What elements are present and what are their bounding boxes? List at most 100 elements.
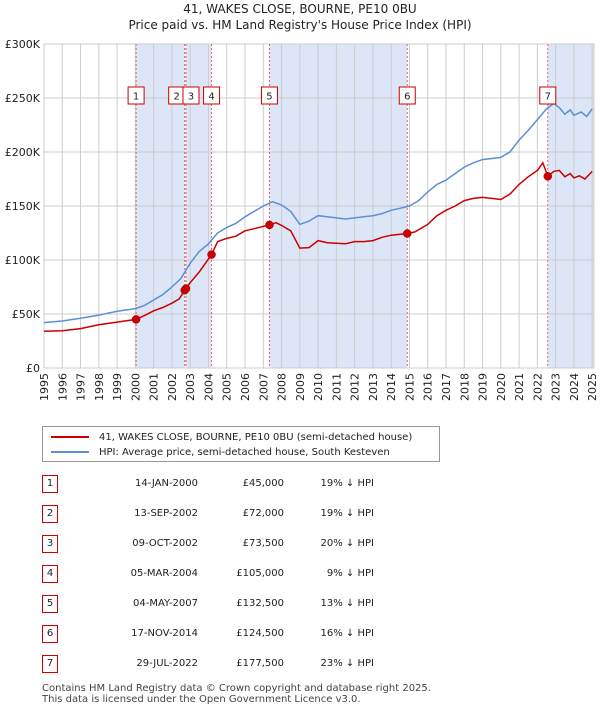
- chart-legend: 41, WAKES CLOSE, BOURNE, PE10 0BU (semi-…: [42, 426, 440, 462]
- sale-point-6: [403, 229, 412, 238]
- x-tick-label: 2019: [477, 373, 490, 401]
- sale-point-3: [181, 284, 191, 293]
- transaction-number: 4: [42, 565, 58, 583]
- marker-box-4: [203, 86, 221, 105]
- x-tick-label: 2011: [330, 373, 343, 401]
- x-tick-label: 2013: [367, 373, 380, 401]
- x-tick-label: 1997: [75, 373, 88, 401]
- x-tick-label: 2017: [440, 373, 453, 401]
- x-tick-label: 2008: [276, 373, 289, 401]
- transaction-date: 14-JAN-2000: [134, 478, 198, 489]
- x-tick-label: 2014: [385, 373, 398, 401]
- transaction-hpi-diff: 23% ↓ HPI: [320, 658, 374, 669]
- chart-title: 41, WAKES CLOSE, BOURNE, PE10 0BU: [183, 2, 417, 16]
- transaction-price: £105,000: [236, 568, 284, 579]
- transaction-date: 09-OCT-2002: [132, 538, 198, 549]
- marker-box-6: [398, 86, 416, 105]
- x-tick-label: 2000: [129, 373, 142, 401]
- transaction-hpi-diff: 20% ↓ HPI: [320, 538, 374, 549]
- marker-label-7: 7: [545, 92, 551, 103]
- sale-point-4: [207, 250, 216, 259]
- x-tick-label: 1998: [93, 373, 106, 401]
- transaction-hpi-diff: 19% ↓ HPI: [320, 508, 374, 519]
- transaction-number: 6: [42, 625, 58, 643]
- transaction-row: 7 29-JUL-2022 £177,500 23% ↓ HPI: [42, 655, 402, 675]
- x-tick-label: 2004: [202, 373, 215, 401]
- marker-label-4: 4: [208, 92, 214, 103]
- x-tick-label: 2009: [294, 373, 307, 401]
- transaction-row: 6 17-NOV-2014 £124,500 16% ↓ HPI: [42, 625, 402, 645]
- y-tick-label: £0: [26, 362, 40, 375]
- marker-box-3: [182, 86, 200, 105]
- x-tick-label: 2007: [257, 373, 270, 401]
- transaction-date: 13-SEP-2002: [134, 508, 198, 519]
- marker-box-5: [260, 86, 278, 105]
- y-tick-label: £50K: [12, 308, 41, 321]
- transaction-number: 2: [42, 505, 58, 523]
- x-tick-label: 2021: [513, 373, 526, 401]
- marker-box-1: [127, 86, 145, 105]
- transaction-hpi-diff: 19% ↓ HPI: [320, 478, 374, 489]
- x-tick-label: 2020: [495, 373, 508, 401]
- marker-label-6: 6: [404, 92, 410, 103]
- transaction-price: £132,500: [236, 598, 284, 609]
- x-tick-label: 2002: [166, 373, 179, 401]
- transaction-number: 1: [42, 475, 58, 493]
- transaction-row: 4 05-MAR-2004 £105,000 9% ↓ HPI: [42, 565, 402, 585]
- transaction-hpi-diff: 13% ↓ HPI: [320, 598, 374, 609]
- transaction-price: £73,500: [242, 538, 284, 549]
- marker-label-1: 1: [133, 92, 139, 103]
- x-tick-label: 2018: [458, 373, 471, 401]
- x-tick-label: 2012: [349, 373, 362, 401]
- hpi-line: [43, 102, 593, 324]
- transaction-date: 04-MAY-2007: [132, 598, 198, 609]
- transaction-number: 7: [42, 655, 58, 673]
- y-tick-label: £200K: [5, 146, 41, 159]
- y-tick-label: £100K: [5, 254, 41, 267]
- transaction-date: 29-JUL-2022: [136, 658, 198, 669]
- x-tick-label: 2024: [568, 373, 581, 401]
- x-tick-label: 2006: [239, 373, 252, 401]
- x-tick-label: 2003: [184, 373, 197, 401]
- marker-label-5: 5: [266, 92, 272, 103]
- footer-licence: This data is licensed under the Open Gov…: [42, 694, 361, 705]
- transaction-number: 5: [42, 595, 58, 613]
- marker-box-7: [539, 86, 557, 105]
- transaction-row: 2 13-SEP-2002 £72,000 19% ↓ HPI: [42, 505, 402, 525]
- x-tick-label: 2015: [403, 373, 416, 401]
- marker-label-3: 3: [188, 92, 194, 103]
- y-tick-label: £250K: [5, 92, 41, 105]
- footer-copyright: Contains HM Land Registry data © Crown c…: [42, 683, 431, 694]
- transaction-price: £45,000: [242, 478, 284, 489]
- transaction-hpi-diff: 9% ↓ HPI: [326, 568, 374, 579]
- transaction-row: 5 04-MAY-2007 £132,500 13% ↓ HPI: [42, 595, 402, 615]
- x-tick-label: 1995: [38, 373, 51, 401]
- transaction-price: £124,500: [236, 628, 284, 639]
- transaction-price: £177,500: [236, 658, 284, 669]
- chart-subtitle: Price paid vs. HM Land Registry's House …: [128, 18, 472, 32]
- marker-label-2: 2: [174, 92, 180, 103]
- legend-property-swatch: [51, 436, 89, 438]
- transaction-date: 17-NOV-2014: [131, 628, 198, 639]
- transaction-hpi-diff: 16% ↓ HPI: [320, 628, 374, 639]
- x-tick-label: 1996: [56, 373, 69, 401]
- legend-property-label: 41, WAKES CLOSE, BOURNE, PE10 0BU (semi-…: [99, 431, 413, 443]
- x-tick-label: 2023: [550, 373, 563, 401]
- x-tick-label: 2025: [586, 373, 599, 401]
- transaction-number: 3: [42, 535, 58, 553]
- property-price-line: [43, 161, 593, 333]
- transaction-date: 05-MAR-2004: [130, 568, 198, 579]
- transaction-row: 3 09-OCT-2002 £73,500 20% ↓ HPI: [42, 535, 402, 555]
- legend-hpi-label: HPI: Average price, semi-detached house,…: [99, 446, 390, 458]
- x-tick-label: 2005: [221, 373, 234, 401]
- x-tick-label: 2010: [312, 373, 325, 401]
- legend-hpi-swatch: [51, 451, 89, 453]
- sale-point-1: [131, 315, 141, 324]
- x-tick-label: 1999: [111, 373, 124, 401]
- transaction-price: £72,000: [242, 508, 284, 519]
- y-tick-label: £150K: [5, 200, 41, 213]
- x-tick-label: 2001: [148, 373, 161, 401]
- sale-point-7: [543, 172, 553, 181]
- x-tick-label: 2016: [422, 373, 435, 401]
